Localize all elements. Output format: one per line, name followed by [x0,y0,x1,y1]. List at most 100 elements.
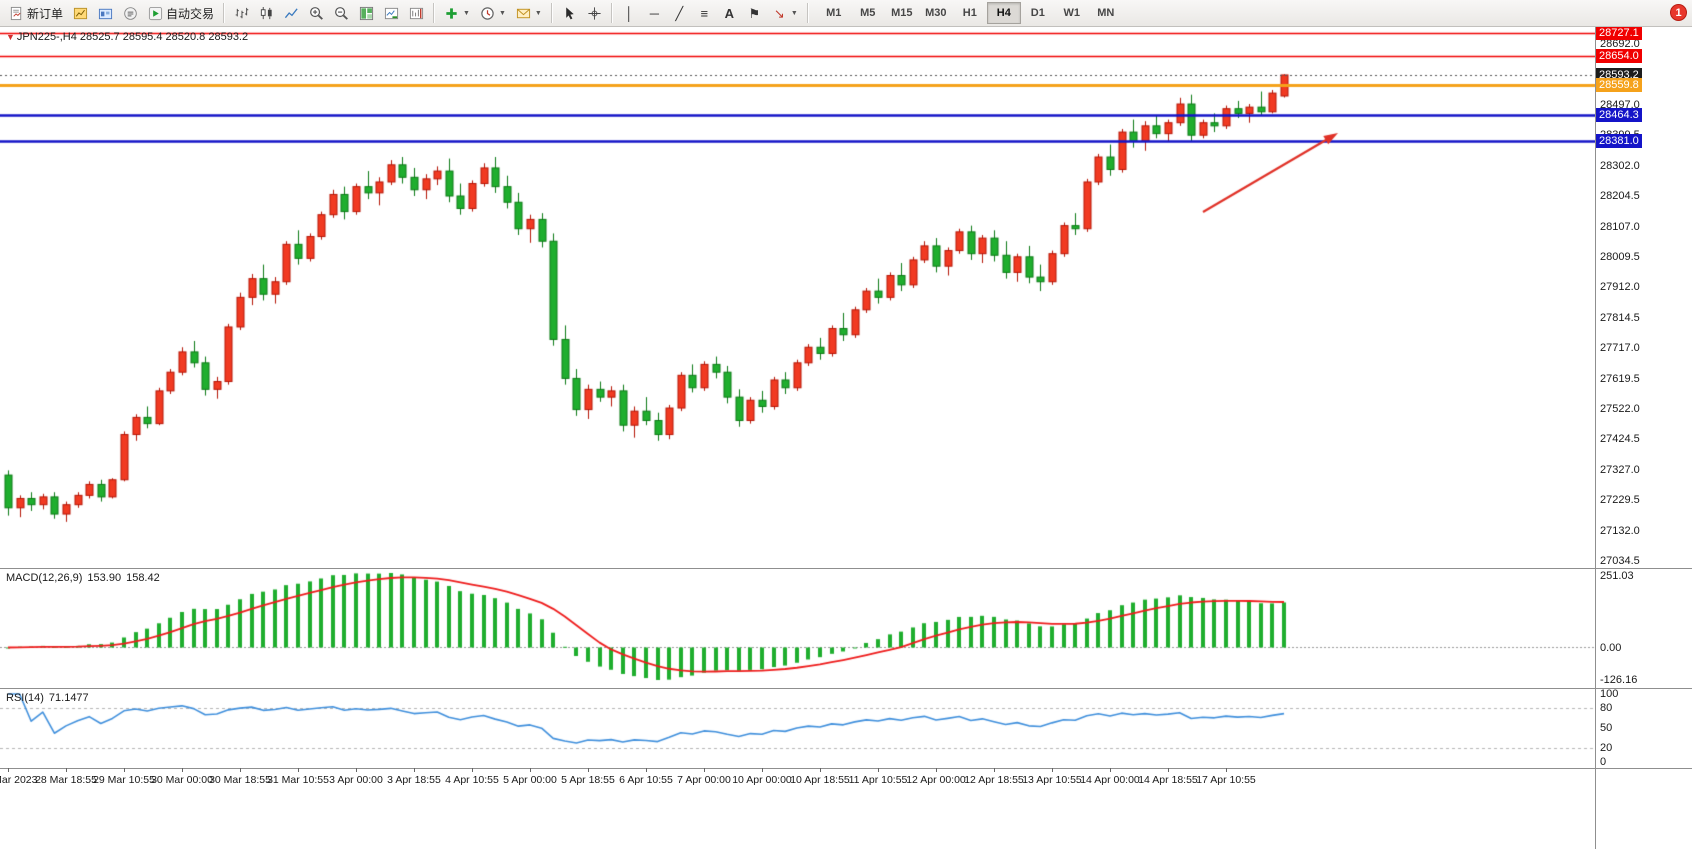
tile-windows-button[interactable] [354,1,379,25]
macd-main-value: 153.90 [87,572,122,584]
time-label: 10 Apr 18:55 [790,774,850,786]
price-tick-label: 28107.0 [1600,220,1640,233]
clock-icon [480,6,495,21]
line-chart-button[interactable] [279,1,304,25]
fibonacci-tool-button[interactable]: ≡ [692,1,717,25]
sell-marker-icon: ▼ [6,32,15,42]
timeframe-button-m1[interactable]: M1 [826,7,842,19]
bar-chart-button[interactable] [229,1,254,25]
new-order-label: 新订单 [27,6,64,21]
time-label: 7 Apr 00:00 [677,774,731,786]
time-label: 28 Mar 2023 [0,774,38,786]
time-tick [472,768,473,772]
timeframe-button-d1[interactable]: D1 [1030,7,1045,19]
price-tick-label: 27717.0 [1600,342,1640,355]
macd-pane-label: MACD(12,26,9) 153.90 158.42 [6,572,160,584]
text-icon: A [724,5,735,21]
arrow-objects-button[interactable]: ↘ ▼ [767,1,803,25]
macd-zero-label: 0.00 [1600,641,1622,654]
chevron-down-icon: ▼ [498,9,506,17]
tile-windows-icon [359,6,374,21]
timeframe-button-h1[interactable]: H1 [962,7,977,19]
price-tick-label: 27327.0 [1600,463,1640,476]
rsi-tick-label: 20 [1600,742,1613,755]
chevron-down-icon: ▼ [790,9,798,17]
price-chart-canvas[interactable] [0,27,1595,568]
zoom-in-icon [309,6,324,21]
templates-button[interactable]: ▼ [511,1,547,25]
chart-shift-button[interactable] [404,1,429,25]
periods-button[interactable]: ▼ [475,1,511,25]
zoom-out-icon [334,6,349,21]
horizontal-line-icon: ─ [649,5,659,21]
timeframe-button-h4[interactable]: H4 [986,2,1021,24]
candlestick-button[interactable] [254,1,279,25]
time-tick [762,768,763,772]
profiles-icon [98,6,113,21]
time-tick [240,768,241,772]
data-window-button[interactable] [118,1,143,25]
toolbar-separator [433,3,436,23]
toolbar-separator [610,3,613,23]
chevron-down-icon: ▼ [534,9,542,17]
time-label: 6 Apr 10:55 [619,774,673,786]
time-label: 14 Apr 18:55 [1138,774,1198,786]
time-tick [66,768,67,772]
vertical-line-icon: │ [625,5,634,21]
horizontal-line-tool-button[interactable]: ─ [642,1,667,25]
rsi-tick-label: 50 [1600,722,1613,734]
macd-title: MACD(12,26,9) [6,572,83,584]
pane-separator-rsi[interactable] [0,688,1692,689]
time-label: 29 Mar 10:55 [93,774,155,786]
time-label: 31 Mar 10:55 [267,774,329,786]
cursor-button[interactable] [557,1,582,25]
time-label: 11 Apr 10:55 [848,774,908,786]
price-tick-label: 27132.0 [1600,524,1640,537]
toolbar-separator [550,3,553,23]
new-order-button[interactable]: 新订单 [4,1,68,25]
pane-separator-macd[interactable] [0,568,1692,569]
profiles-button[interactable] [93,1,118,25]
time-label: 12 Apr 00:00 [906,774,966,786]
text-tool-button[interactable]: A [717,1,742,25]
autotrade-button[interactable]: 自动交易 [143,1,219,25]
macd-max-label: 251.03 [1600,570,1634,582]
time-tick [1168,768,1169,772]
time-tick [530,768,531,772]
timeframe-button-m15[interactable]: M15 [891,7,913,19]
timeframe-button-m5[interactable]: M5 [860,7,876,19]
new-chart-icon [73,6,88,21]
symbol-ohlc-header: ▼ JPN225-,H4 28525.7 28595.4 28520.8 2859… [6,31,248,43]
crosshair-button[interactable] [582,1,607,25]
time-label: 30 Mar 00:00 [151,774,213,786]
label-tool-button[interactable]: ⚑ [742,1,767,25]
vertical-line-tool-button[interactable]: │ [617,1,642,25]
new-chart-button[interactable] [68,1,93,25]
timeframe-button-w1[interactable]: W1 [1063,7,1081,19]
time-tick [588,768,589,772]
time-label: 13 Apr 10:55 [1022,774,1082,786]
time-label: 5 Apr 18:55 [561,774,615,786]
rsi-tick-label: 100 [1600,688,1619,700]
time-axis-separator [0,768,1692,769]
zoom-in-button[interactable] [304,1,329,25]
price-tick-label: 27424.5 [1600,433,1640,446]
timeframe-toolbar: M1 M5 M15 M30 H1 H4 D1 W1 MN [817,2,1123,24]
indicators-button[interactable]: ▼ [439,1,475,25]
price-axis[interactable]: 28692.028594.528497.028399.528302.028204… [1595,26,1692,849]
macd-indicator-canvas[interactable] [0,568,1595,688]
macd-signal-value: 158.42 [126,572,160,584]
time-label: 12 Apr 18:55 [964,774,1024,786]
price-tick-label: 28009.5 [1600,250,1640,263]
price-tick-label: 27619.5 [1600,372,1640,385]
notification-badge[interactable]: 1 [1670,4,1687,21]
timeframe-button-m30[interactable]: M30 [925,7,947,19]
auto-scroll-button[interactable] [379,1,404,25]
rsi-indicator-canvas[interactable] [0,688,1595,768]
trendline-tool-button[interactable]: ╱ [667,1,692,25]
price-tick-label: 27912.0 [1600,281,1640,294]
zoom-out-button[interactable] [329,1,354,25]
timeframe-button-mn[interactable]: MN [1097,7,1115,19]
time-tick [1052,768,1053,772]
